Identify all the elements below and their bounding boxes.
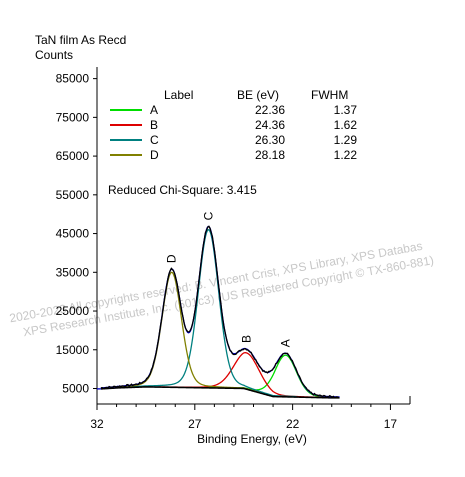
peak-label-d: D: [165, 254, 179, 263]
peak-label-c: C: [202, 211, 216, 220]
watermark: 2020-2023 All copyrights reserved: B. Vi…: [8, 239, 435, 339]
legend: Label BE (eV) FWHM A 22.36 1.37 B 24.36 1.62 C…: [110, 88, 357, 162]
legend-label: D: [150, 148, 159, 162]
y-tick-label: 15000: [56, 343, 90, 357]
component-curve-c: [120, 229, 297, 398]
legend-fwhm: 1.62: [334, 118, 358, 132]
y-tick-label: 75000: [56, 110, 90, 124]
x-tick-label: 22: [286, 417, 300, 431]
peak-labels: A B C D: [165, 211, 293, 347]
legend-be: 24.36: [255, 118, 285, 132]
legend-rows: A 22.36 1.37 B 24.36 1.62 C 26.30 1.29 D 28.18 1.22: [110, 103, 357, 162]
x-tick-label: 32: [90, 417, 104, 431]
peak-label-b: B: [239, 335, 253, 343]
y-tick-label: 25000: [56, 304, 90, 318]
plot-curves: [97, 225, 340, 399]
legend-be: 28.18: [255, 148, 285, 162]
raw-data-curve: [100, 225, 340, 399]
x-ticks: 32 27 22 17: [90, 404, 397, 431]
legend-be: 22.36: [255, 103, 285, 117]
legend-label: A: [150, 103, 158, 117]
legend-be: 26.30: [255, 133, 285, 147]
y-tick-label: 45000: [56, 227, 90, 241]
legend-fwhm: 1.29: [334, 133, 358, 147]
legend-header-be: BE (eV): [237, 88, 279, 102]
legend-fwhm: 1.37: [334, 103, 358, 117]
chart-title: TaN film As Recd: [35, 33, 126, 47]
x-tick-label: 17: [384, 417, 398, 431]
component-curve-a: [197, 354, 340, 399]
x-axis-label: Binding Energy, (eV): [197, 432, 307, 446]
y-tick-label: 55000: [56, 188, 90, 202]
legend-header-label: Label: [164, 88, 193, 102]
y-tick-label: 85000: [56, 72, 90, 86]
x-tick-label: 27: [188, 417, 202, 431]
y-axis-label: Counts: [35, 48, 73, 62]
y-ticks: 5000 15000 25000 35000 45000 55000 65000 75000 8…: [56, 72, 97, 396]
background-curve: [100, 386, 340, 399]
legend-fwhm: 1.22: [334, 148, 358, 162]
y-tick-label: 5000: [62, 382, 89, 396]
y-tick-label: 35000: [56, 265, 90, 279]
y-tick-label: 65000: [56, 149, 90, 163]
legend-label: B: [150, 118, 158, 132]
peak-label-a: A: [279, 339, 293, 347]
legend-label: C: [150, 133, 159, 147]
legend-header-fwhm: FWHM: [311, 88, 348, 102]
reduced-chi-square: Reduced Chi-Square: 3.415: [108, 183, 257, 197]
axes: [96, 67, 411, 405]
